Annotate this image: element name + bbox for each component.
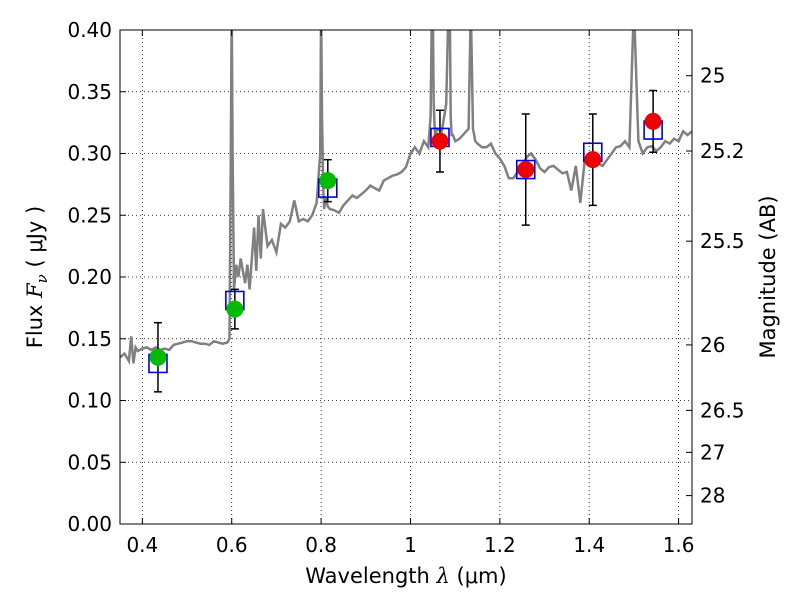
spectrum-line [120, 30, 692, 365]
x-tick-label: 0.6 [216, 533, 248, 557]
y-tick-label: 0.05 [67, 450, 112, 474]
y-tick-label: 0.30 [67, 142, 112, 166]
observed-point [517, 161, 535, 179]
x-tick-label: 1.6 [663, 533, 695, 557]
x-tick-label: 0.8 [305, 533, 337, 557]
y2-tick-label: 25.5 [700, 229, 745, 253]
y2-tick-label: 26.5 [700, 398, 745, 422]
plot-frame [119, 29, 693, 525]
x-tick-label: 1.4 [573, 533, 605, 557]
y2-tick-label: 27 [700, 440, 725, 464]
y-tick-label: 0.35 [67, 80, 112, 104]
x-tick-label: 1 [404, 533, 417, 557]
x-axis-label: Wavelength λ (μm) [305, 564, 506, 588]
x-tick-label: 1.2 [484, 533, 516, 557]
y-axis-label-text: Flux [23, 298, 47, 348]
model-box [515, 159, 536, 180]
y-axis-label-unit: ( μJy ) [23, 206, 47, 274]
y-axis-label-subscript: ν [33, 274, 51, 283]
y-tick-label: 0.25 [67, 203, 112, 227]
y2-tick-label: 26 [700, 333, 725, 357]
observed-point [226, 300, 244, 318]
y2-tick-label: 28 [700, 484, 725, 508]
observed-point [644, 112, 662, 130]
x-axis-label-unit: (μm) [450, 564, 507, 588]
x-axis-label-symbol: λ [436, 564, 450, 588]
y2-tick-label: 25 [700, 64, 725, 88]
plot-area [120, 30, 692, 393]
observed-point [319, 172, 337, 190]
y-axis-label: Flux Fν ( μJy ) [23, 206, 51, 348]
y-axis-label-symbol: F [23, 282, 47, 299]
y2-tick-label: 25.2 [700, 139, 745, 163]
y-tick-label: 0.00 [67, 512, 112, 536]
observed-point [149, 348, 167, 366]
y-tick-label: 0.20 [67, 265, 112, 289]
x-axis-label-text: Wavelength [305, 564, 436, 588]
y-tick-label: 0.10 [67, 389, 112, 413]
observed-point [431, 132, 449, 150]
x-tick-label: 0.4 [126, 533, 158, 557]
y2-axis-label: Magnitude (AB) [756, 195, 780, 358]
y-tick-label: 0.40 [67, 18, 112, 42]
observed-point [584, 151, 602, 169]
ticks: 0.4 0.6 0.8 1 1.2 1.4 1.6 0.00 0.05 0.10 0.15 0.20 0… [67, 18, 744, 557]
grid [120, 29, 692, 525]
y-tick-label: 0.15 [67, 327, 112, 351]
